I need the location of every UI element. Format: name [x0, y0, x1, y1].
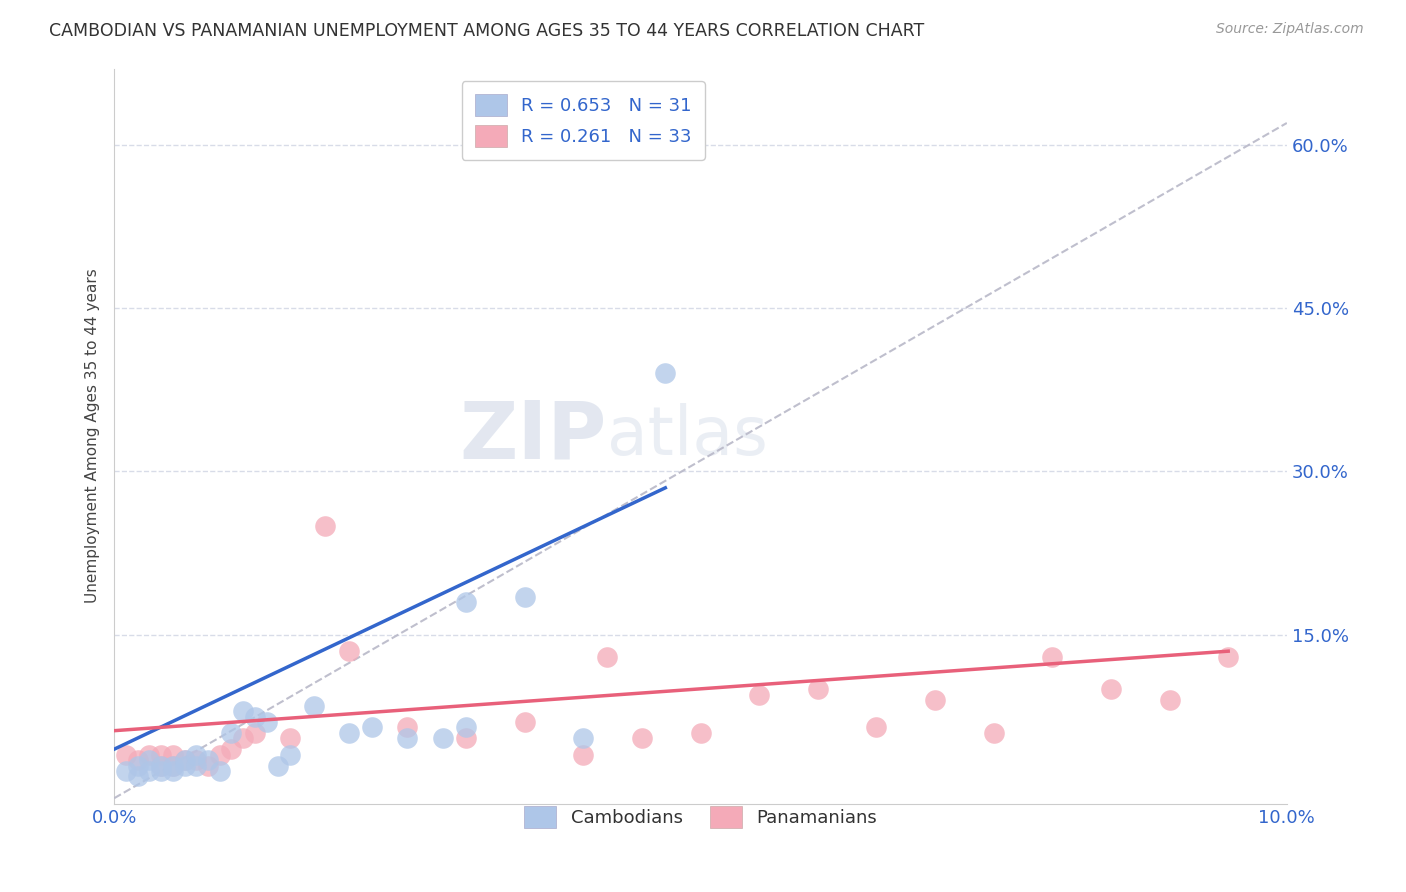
Point	[314, 519, 336, 533]
Point	[454, 595, 477, 609]
Legend: Cambodians, Panamanians: Cambodians, Panamanians	[516, 798, 884, 835]
Point	[572, 747, 595, 762]
Point	[150, 764, 173, 778]
Y-axis label: Unemployment Among Ages 35 to 44 years: Unemployment Among Ages 35 to 44 years	[86, 268, 100, 604]
Point	[138, 747, 160, 762]
Point	[150, 758, 173, 772]
Point	[689, 726, 711, 740]
Point	[396, 731, 419, 746]
Point	[127, 769, 149, 783]
Point	[173, 753, 195, 767]
Point	[278, 747, 301, 762]
Point	[396, 720, 419, 734]
Point	[127, 753, 149, 767]
Point	[186, 758, 208, 772]
Point	[221, 742, 243, 756]
Point	[1099, 682, 1122, 697]
Point	[115, 747, 138, 762]
Point	[186, 747, 208, 762]
Point	[807, 682, 830, 697]
Point	[197, 753, 219, 767]
Point	[138, 753, 160, 767]
Point	[197, 758, 219, 772]
Point	[186, 753, 208, 767]
Point	[115, 764, 138, 778]
Point	[162, 764, 184, 778]
Point	[162, 758, 184, 772]
Point	[337, 644, 360, 658]
Point	[1218, 649, 1240, 664]
Point	[361, 720, 384, 734]
Point	[162, 747, 184, 762]
Point	[162, 758, 184, 772]
Point	[596, 649, 619, 664]
Point	[173, 753, 195, 767]
Point	[243, 726, 266, 740]
Point	[256, 714, 278, 729]
Point	[631, 731, 654, 746]
Text: Source: ZipAtlas.com: Source: ZipAtlas.com	[1216, 22, 1364, 37]
Point	[432, 731, 454, 746]
Point	[454, 720, 477, 734]
Text: ZIP: ZIP	[460, 397, 607, 475]
Point	[232, 731, 254, 746]
Point	[572, 731, 595, 746]
Point	[865, 720, 887, 734]
Point	[208, 764, 231, 778]
Point	[232, 704, 254, 718]
Point	[1040, 649, 1063, 664]
Point	[513, 714, 536, 729]
Point	[748, 688, 770, 702]
Point	[1159, 693, 1181, 707]
Point	[924, 693, 946, 707]
Point	[454, 731, 477, 746]
Point	[278, 731, 301, 746]
Point	[138, 764, 160, 778]
Point	[654, 367, 676, 381]
Point	[302, 698, 325, 713]
Point	[243, 709, 266, 723]
Point	[983, 726, 1005, 740]
Text: atlas: atlas	[607, 403, 768, 469]
Point	[208, 747, 231, 762]
Point	[127, 758, 149, 772]
Point	[173, 758, 195, 772]
Point	[267, 758, 290, 772]
Point	[513, 590, 536, 604]
Point	[337, 726, 360, 740]
Point	[221, 726, 243, 740]
Point	[150, 747, 173, 762]
Point	[150, 758, 173, 772]
Text: CAMBODIAN VS PANAMANIAN UNEMPLOYMENT AMONG AGES 35 TO 44 YEARS CORRELATION CHART: CAMBODIAN VS PANAMANIAN UNEMPLOYMENT AMO…	[49, 22, 925, 40]
